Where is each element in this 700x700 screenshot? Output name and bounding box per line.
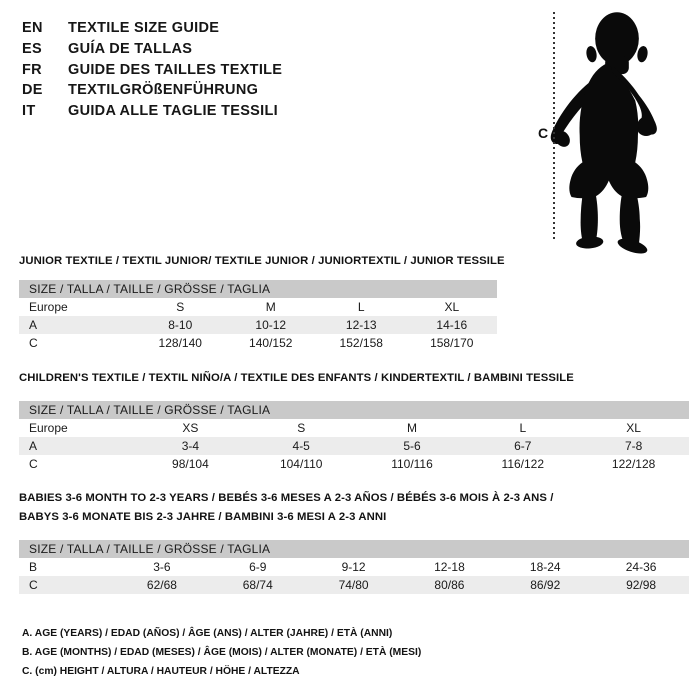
svg-text:C: C	[538, 125, 548, 141]
